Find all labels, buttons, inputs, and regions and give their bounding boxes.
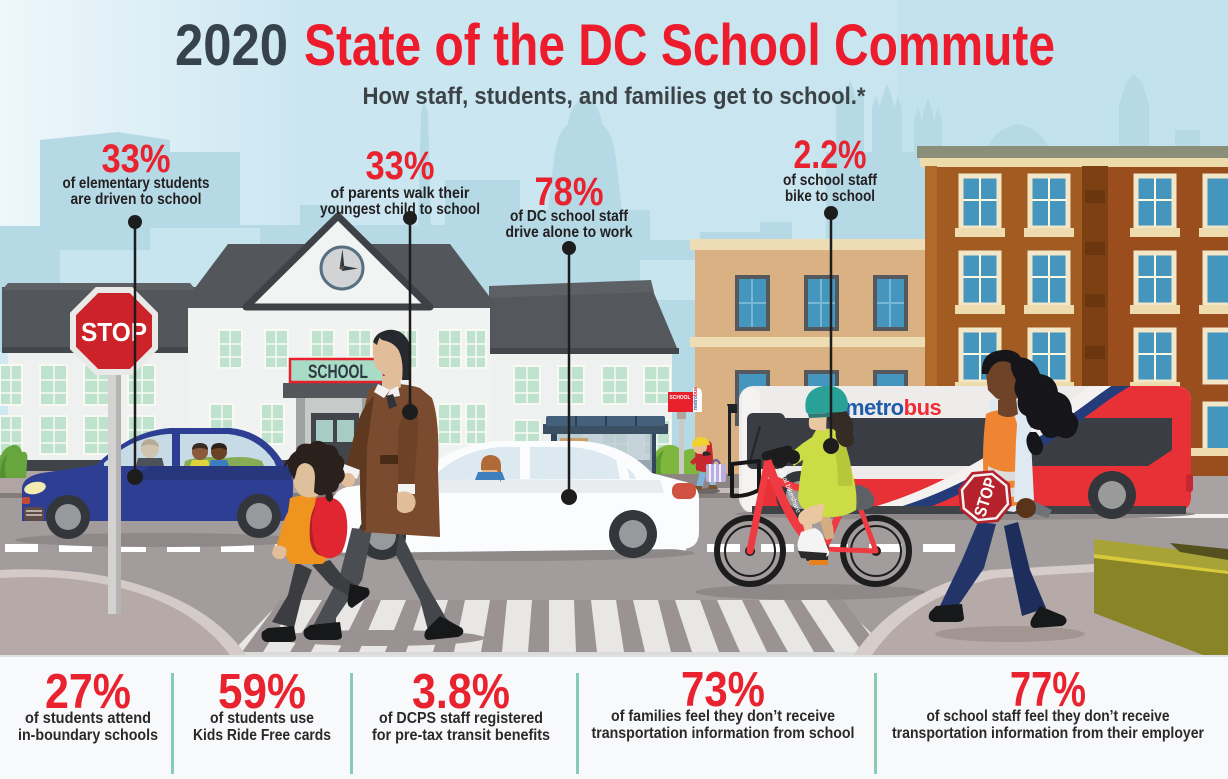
svg-text:of parents walk their: of parents walk their (331, 185, 470, 202)
svg-text:Kids Ride Free cards: Kids Ride Free cards (193, 727, 331, 744)
svg-text:of students use: of students use (210, 710, 314, 727)
svg-text:metrobus: metrobus (845, 395, 942, 420)
svg-text:are driven to school: are driven to school (71, 191, 202, 208)
svg-text:2020: 2020 (175, 13, 288, 78)
svg-text:bike to school: bike to school (785, 188, 875, 205)
svg-text:transportation information fro: transportation information from their em… (892, 725, 1204, 742)
svg-text:drive alone to work: drive alone to work (506, 224, 633, 241)
svg-text:of school staff: of school staff (783, 172, 878, 189)
svg-text:SCHOOL: SCHOOL (670, 395, 692, 401)
svg-text:STOP: STOP (81, 317, 147, 347)
svg-text:27%: 27% (45, 665, 131, 719)
svg-text:59%: 59% (218, 665, 306, 719)
svg-text:of elementary students: of elementary students (63, 175, 210, 192)
svg-text:youngest child to school: youngest child to school (320, 201, 480, 218)
svg-text:2.2%: 2.2% (794, 133, 867, 177)
svg-text:metrobus: metrobus (693, 387, 699, 410)
svg-text:77%: 77% (1010, 663, 1086, 717)
svg-text:of students attend: of students attend (25, 710, 151, 727)
svg-text:73%: 73% (681, 663, 765, 717)
svg-text:of families feel they don’t re: of families feel they don’t receive (611, 708, 835, 725)
svg-text:of school staff feel they don’: of school staff feel they don’t receive (927, 708, 1170, 725)
svg-text:State of the DC School Commute: State of the DC School Commute (304, 13, 1055, 78)
svg-text:How staff, students, and famil: How staff, students, and families get to… (363, 83, 867, 110)
svg-text:33%: 33% (102, 137, 171, 181)
svg-text:33%: 33% (366, 144, 435, 188)
svg-text:transportation information fro: transportation information from school (592, 725, 855, 742)
svg-text:for pre-tax transit benefits: for pre-tax transit benefits (372, 727, 550, 744)
svg-text:of DC school staff: of DC school staff (510, 208, 629, 225)
svg-text:3.8%: 3.8% (412, 665, 510, 719)
svg-text:SCHOOL: SCHOOL (308, 362, 368, 383)
svg-text:of DCPS staff registered: of DCPS staff registered (379, 710, 543, 727)
svg-text:in-boundary schools: in-boundary schools (18, 727, 158, 744)
svg-text:78%: 78% (535, 170, 604, 214)
